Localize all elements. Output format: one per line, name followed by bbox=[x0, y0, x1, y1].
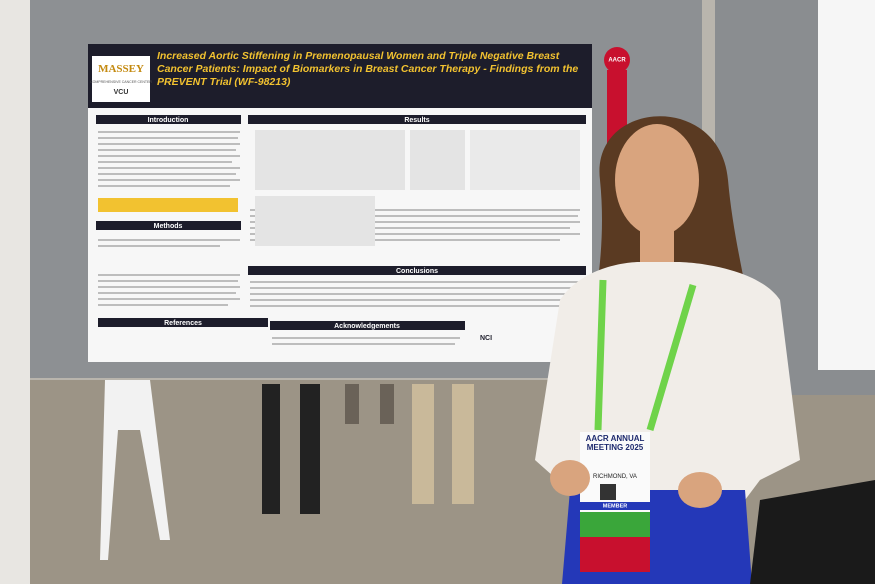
section-bar bbox=[270, 321, 465, 330]
section-heading: Conclusions bbox=[396, 268, 438, 275]
section-heading: Results bbox=[404, 117, 429, 124]
table bbox=[255, 196, 375, 246]
highlight-box bbox=[98, 198, 238, 212]
ribbon-rosette bbox=[604, 47, 630, 73]
logo bbox=[92, 56, 150, 102]
section-bar bbox=[248, 115, 586, 124]
ribbon-label: AACR bbox=[608, 58, 626, 64]
hand bbox=[550, 460, 590, 496]
table bbox=[255, 130, 405, 190]
face bbox=[615, 124, 699, 236]
wall bbox=[0, 0, 30, 584]
neighbor-poster bbox=[818, 0, 875, 370]
sponsor: NCI bbox=[480, 335, 492, 342]
table bbox=[410, 130, 465, 190]
section-headers: Introduction Methods References Results … bbox=[96, 115, 586, 330]
poster-title: Increased Aortic Stiffening in Premenopa… bbox=[157, 50, 579, 88]
chair bbox=[100, 380, 170, 560]
badge-role-bar bbox=[580, 502, 650, 510]
leg bbox=[380, 384, 394, 424]
body-text bbox=[98, 131, 580, 345]
bag bbox=[750, 480, 875, 584]
section-bar bbox=[96, 221, 241, 230]
title-box: Increased Aortic Stiffening in Premenopa… bbox=[157, 50, 579, 88]
leg bbox=[452, 384, 474, 504]
section-heading: Methods bbox=[154, 223, 183, 230]
leg bbox=[345, 384, 359, 424]
badge-ribbon bbox=[580, 512, 650, 537]
section-heading: References bbox=[164, 320, 202, 327]
text-lines bbox=[98, 131, 580, 345]
logo-affiliation: VCU bbox=[114, 89, 129, 96]
qr-code bbox=[600, 484, 616, 500]
section-bar bbox=[98, 318, 268, 327]
logo-subtitle: COMPREHENSIVE CANCER CENTER bbox=[90, 80, 152, 84]
logo-name: MASSEY bbox=[98, 63, 144, 75]
hand bbox=[678, 472, 722, 508]
badge-event-box: AACR ANNUAL MEETING 2025 bbox=[585, 434, 645, 452]
leg bbox=[412, 384, 434, 504]
figure bbox=[470, 130, 580, 190]
badge-role: MEMBER bbox=[603, 503, 627, 509]
leg bbox=[300, 384, 320, 514]
section-bar bbox=[96, 115, 241, 124]
lanyard bbox=[594, 279, 697, 431]
section-heading: Introduction bbox=[148, 117, 189, 124]
section-heading: Acknowledgements bbox=[334, 323, 400, 330]
title-bar bbox=[88, 44, 592, 108]
leg bbox=[262, 384, 280, 514]
badge-location: RICHMOND, VA bbox=[593, 474, 637, 480]
section-bar bbox=[248, 266, 586, 275]
badge-event: AACR ANNUAL MEETING 2025 bbox=[585, 434, 645, 452]
neck bbox=[640, 225, 674, 265]
badge-ribbon bbox=[580, 537, 650, 572]
